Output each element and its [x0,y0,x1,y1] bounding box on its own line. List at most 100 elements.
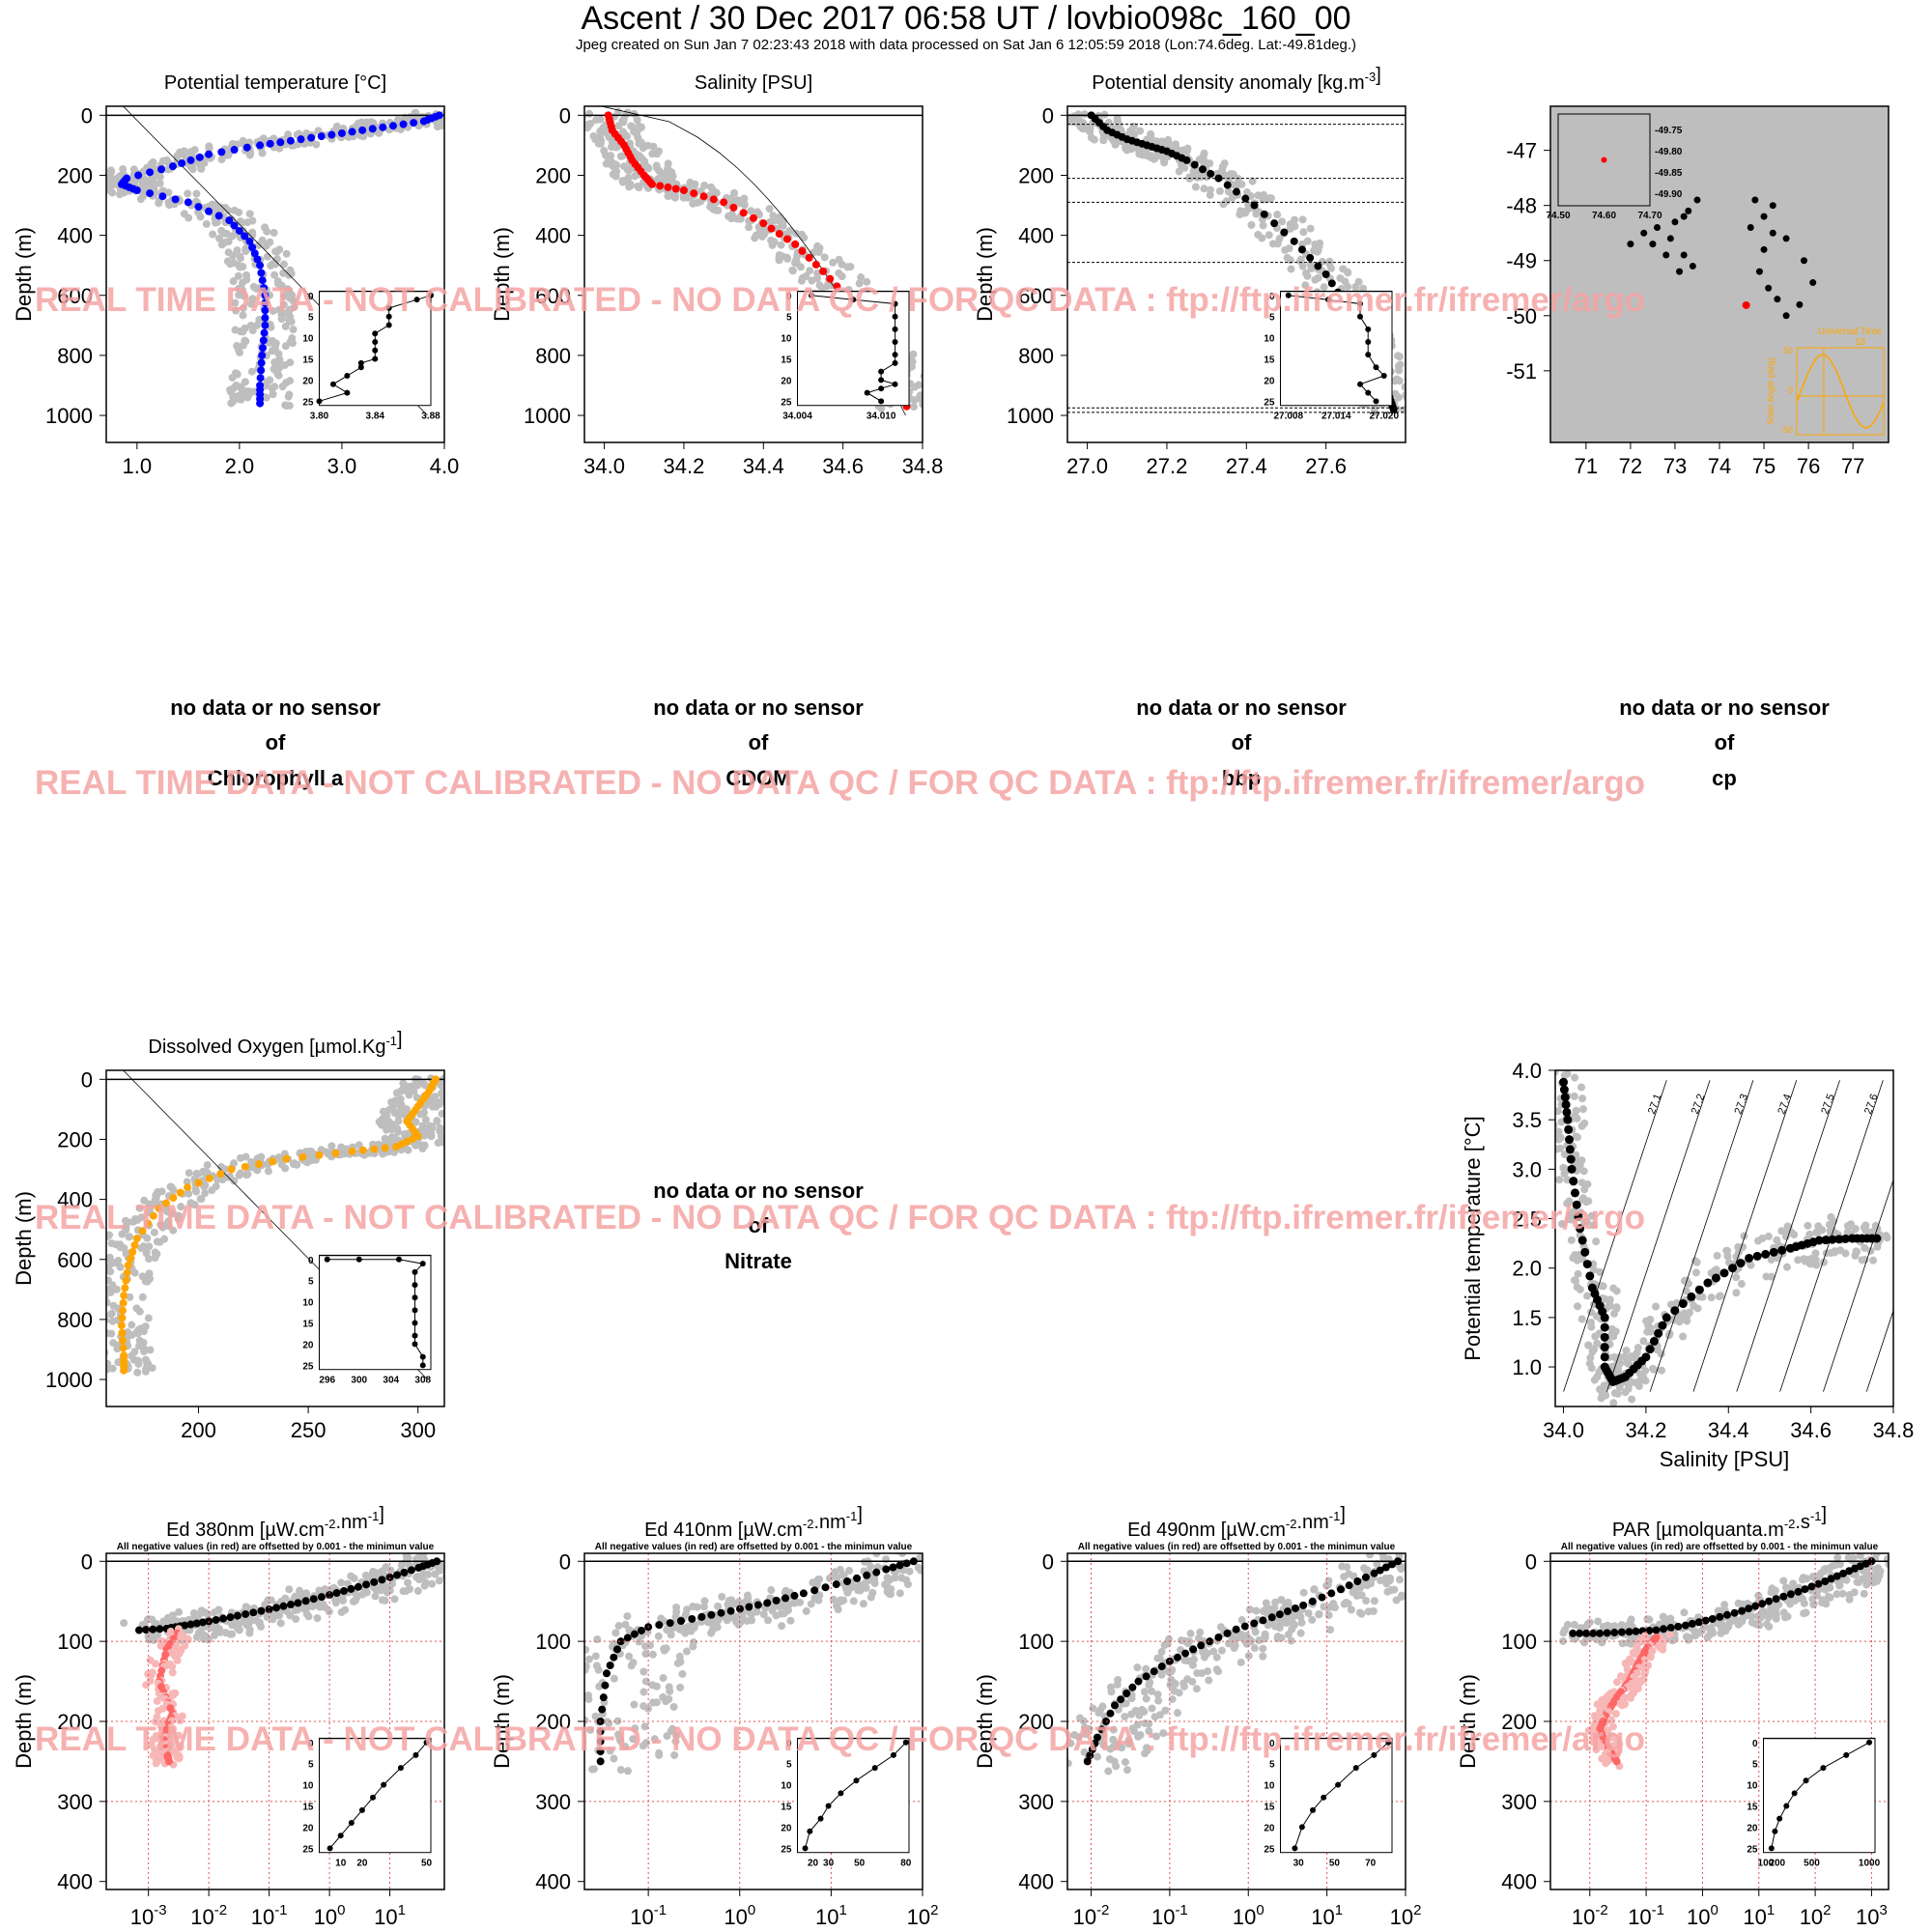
inset-point [1373,398,1379,405]
profile-point [821,1583,830,1592]
y-tick-label: 600 [535,284,571,308]
profile-point [219,1614,228,1623]
profile-point [909,1557,918,1566]
history-point [394,1117,403,1125]
history-point [281,322,290,330]
profile-point [298,1152,307,1161]
history-point [815,243,824,252]
inset-y-tick: 10 [1264,334,1275,345]
history-point [1287,265,1295,273]
history-point [584,1665,589,1674]
panel-note: All negative values (in red) are offsett… [1561,1542,1879,1552]
history-point [106,1232,112,1240]
inset-point [892,313,898,320]
history-point [618,177,627,185]
history-point [263,227,271,236]
history-point [266,376,274,384]
profile-point [142,1626,151,1634]
history-point [458,118,466,126]
history-point [593,1635,602,1644]
history-point [772,1611,781,1620]
profile-point [1666,1624,1675,1633]
history-point [126,1293,134,1301]
profile-point [811,260,820,269]
history-point [1326,1603,1335,1611]
history-point [270,270,279,279]
inset-y-tick: 10 [1747,1781,1758,1792]
inset-x-tick: 3.84 [366,412,385,422]
history-point [296,1586,304,1595]
history-point [802,1606,810,1615]
history-point [1073,119,1082,128]
history-point [1192,1685,1201,1693]
history-point [148,183,156,191]
history-point [1244,201,1253,210]
inset-x-tick: 27.008 [1273,412,1303,422]
history-point [109,1339,118,1348]
profile-point [717,1608,725,1617]
history-point [1357,1609,1366,1618]
history-point [153,1237,161,1246]
inset-point [1791,1790,1798,1797]
negative-history-point [175,1731,184,1740]
profile-point [1142,1672,1151,1681]
profile-point [241,1162,249,1171]
history-point [272,247,281,256]
history-point [905,1567,914,1576]
history-point [829,258,838,267]
x-tick-label: 27.2 [1147,454,1188,478]
history-point [267,262,275,270]
profile-point [767,224,776,233]
negative-history-point [1611,1710,1620,1719]
watermark-text: REAL TIME DATA - NOT CALIBRATED - NO DAT… [35,1199,1645,1236]
history-point [1298,262,1307,270]
panel-title: Ed 380nm [µW.cm-2.nm-1] [166,1504,384,1541]
profile-point [1353,1577,1362,1585]
history-point [354,119,362,128]
ts-point [1736,1259,1746,1268]
history-point [1299,1588,1308,1597]
profile-point [216,1170,225,1179]
history-point [1632,1378,1640,1387]
history-point [1320,283,1328,292]
history-point [973,1568,980,1576]
profile-point [332,1589,341,1598]
history-point [1609,1332,1618,1341]
history-point [91,1290,99,1297]
inset-point [1772,1828,1778,1834]
history-point [1296,1629,1305,1637]
ts-point [1600,1332,1609,1342]
history-point [639,1667,648,1676]
history-point [106,1310,115,1319]
inset-point [412,1341,418,1348]
history-point [1410,400,1418,408]
profile-point [253,255,262,264]
negative-history-point [175,1751,184,1760]
history-point [1860,1589,1868,1598]
profile-point [385,1573,394,1581]
x-tick-label: 76 [1797,454,1820,478]
history-point [1289,1619,1297,1628]
history-point [568,1697,576,1705]
history-point [177,1203,185,1211]
history-point [861,1578,869,1587]
history-point [621,1620,630,1629]
history-point [1175,167,1183,176]
history-point [714,206,723,214]
history-point [1734,1242,1743,1251]
no-data-of-label: of [1232,730,1252,754]
history-point [654,147,663,156]
history-point [1408,1587,1416,1595]
history-point [120,1619,128,1628]
history-point [235,1626,243,1634]
x-tick-label: 34.4 [1708,1418,1749,1442]
history-point [1450,1554,1458,1562]
history-point [1067,1759,1072,1768]
inset-x-tick: 304 [383,1376,399,1386]
profile-point [171,195,180,204]
history-point [1804,1221,1812,1230]
history-point [269,1615,277,1624]
x-tick-label: 27.0 [1066,454,1108,478]
history-point [672,1731,681,1740]
history-point [228,1630,237,1638]
